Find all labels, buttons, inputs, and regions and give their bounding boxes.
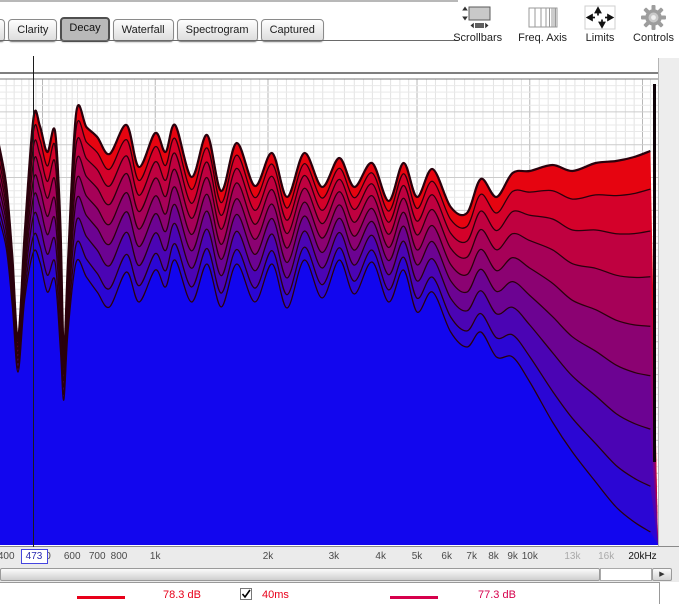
freq-tick-600: 600 bbox=[64, 551, 81, 562]
legend-value-trace-2: 77.3 dB bbox=[478, 589, 516, 601]
freq-tick-7k: 7k bbox=[466, 551, 477, 562]
freq-tick-5k: 5k bbox=[412, 551, 423, 562]
checkmark-icon bbox=[241, 589, 251, 599]
freq-tick-3k: 3k bbox=[329, 551, 340, 562]
tab-partial-ecay[interactable]: ecay bbox=[0, 19, 5, 42]
legend-label-40ms: 40ms bbox=[262, 589, 289, 601]
frequency-axis[interactable]: 4005006007008001k2k3k4k5k6k7k8k9k10k13k1… bbox=[0, 546, 679, 567]
legend-swatch-trace-1 bbox=[77, 596, 125, 599]
scrollbar-track[interactable] bbox=[600, 568, 652, 581]
right-arrow-icon: ▶ bbox=[659, 571, 664, 578]
scrollbars-label: Scrollbars bbox=[453, 32, 502, 44]
tab-clarity[interactable]: Clarity bbox=[8, 19, 57, 42]
horizontal-scrollbar[interactable]: ▶ bbox=[0, 567, 679, 582]
freq-axis-button[interactable]: Freq. Axis bbox=[518, 3, 567, 44]
freq-tick-10k: 10k bbox=[522, 551, 538, 562]
scrollbars-button[interactable]: Scrollbars bbox=[453, 3, 502, 44]
freq-axis-label: Freq. Axis bbox=[518, 32, 567, 44]
tab-waterfall[interactable]: Waterfall bbox=[113, 19, 174, 42]
legend-panel: 78.3 dB 40ms 77.3 dB bbox=[0, 582, 660, 604]
legend-value-trace-1: 78.3 dB bbox=[163, 589, 201, 601]
limits-label: Limits bbox=[586, 32, 615, 44]
controls-button[interactable]: Controls bbox=[633, 3, 674, 44]
frequency-cursor-line[interactable] bbox=[33, 56, 34, 547]
scrollbar-thumb[interactable] bbox=[0, 568, 600, 581]
pane-top-edge bbox=[0, 0, 458, 2]
freq-tick-6k: 6k bbox=[441, 551, 452, 562]
freq-tick-700: 700 bbox=[89, 551, 106, 562]
controls-icon bbox=[640, 3, 667, 31]
graph-tab-bar: ecay Clarity Decay Waterfall Spectrogram… bbox=[0, 17, 324, 42]
tab-bar-underline bbox=[0, 40, 458, 41]
tab-spectrogram[interactable]: Spectrogram bbox=[177, 19, 258, 42]
scrollbars-icon bbox=[461, 3, 495, 31]
limits-icon bbox=[583, 3, 617, 31]
cursor-frequency-readout: 473 bbox=[21, 549, 48, 564]
scrollbar-right-arrow-button[interactable]: ▶ bbox=[652, 568, 672, 581]
legend-swatch-trace-2 bbox=[390, 596, 438, 599]
plot-right-margin bbox=[658, 58, 679, 546]
freq-tick-800: 800 bbox=[111, 551, 128, 562]
freq-tick-13k: 13k bbox=[564, 551, 580, 562]
right-edge-cutoff-line bbox=[653, 84, 656, 462]
freq-tick-20kHz: 20kHz bbox=[628, 551, 656, 562]
rew-decay-window: { "tabs": { "items": [ {"label": "ecay",… bbox=[0, 0, 679, 600]
freq-tick-16k: 16k bbox=[598, 551, 614, 562]
freq-tick-400: 400 bbox=[0, 551, 15, 562]
graph-toolbar: Scrollbars Freq. Axis bbox=[453, 3, 674, 44]
controls-label: Controls bbox=[633, 32, 674, 44]
freq-tick-4k: 4k bbox=[375, 551, 386, 562]
decay-plot-svg bbox=[0, 72, 658, 545]
legend-checkbox-40ms[interactable] bbox=[240, 588, 252, 600]
freq-tick-9k: 9k bbox=[507, 551, 518, 562]
freq-tick-8k: 8k bbox=[488, 551, 499, 562]
limits-button[interactable]: Limits bbox=[583, 3, 617, 44]
freq-axis-icon bbox=[526, 3, 560, 31]
decay-plot-area[interactable] bbox=[0, 72, 658, 545]
tab-decay[interactable]: Decay bbox=[60, 17, 109, 42]
freq-tick-1k: 1k bbox=[150, 551, 161, 562]
tab-captured[interactable]: Captured bbox=[261, 19, 324, 42]
freq-tick-2k: 2k bbox=[263, 551, 274, 562]
